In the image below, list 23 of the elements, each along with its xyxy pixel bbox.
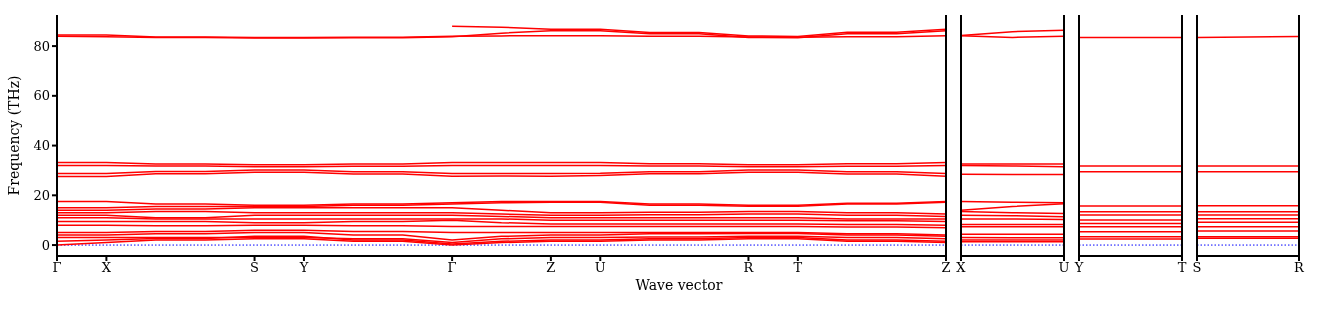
y-tick-label: 80 [33, 38, 50, 54]
x-axis-title: Wave vector [634, 277, 724, 293]
x-tick-label: X [956, 260, 967, 276]
x-tick-label: S [250, 260, 260, 276]
x-tick-label: U [594, 260, 606, 276]
x-tick-label: Z [546, 260, 556, 276]
x-tick-label: Z [941, 260, 951, 276]
x-tick-label: R [743, 260, 755, 276]
x-tick-label: T [793, 260, 803, 276]
y-axis-title: Frequency (THz) [5, 75, 22, 196]
x-tick-label: T [1177, 260, 1187, 276]
x-tick-label: Γ [447, 260, 457, 276]
y-tick-label: 60 [33, 88, 50, 104]
x-tick-label: Γ [52, 260, 62, 276]
x-tick-label: U [1058, 260, 1070, 276]
y-tick-label: 20 [33, 187, 50, 203]
x-tick-label: R [1294, 260, 1306, 276]
x-tick-label: Y [1073, 260, 1084, 276]
y-tick-label: 0 [41, 237, 50, 253]
x-tick-label: X [101, 260, 112, 276]
x-tick-label: S [1192, 260, 1202, 276]
x-tick-label: Y [298, 260, 309, 276]
y-tick-label: 40 [33, 138, 50, 154]
